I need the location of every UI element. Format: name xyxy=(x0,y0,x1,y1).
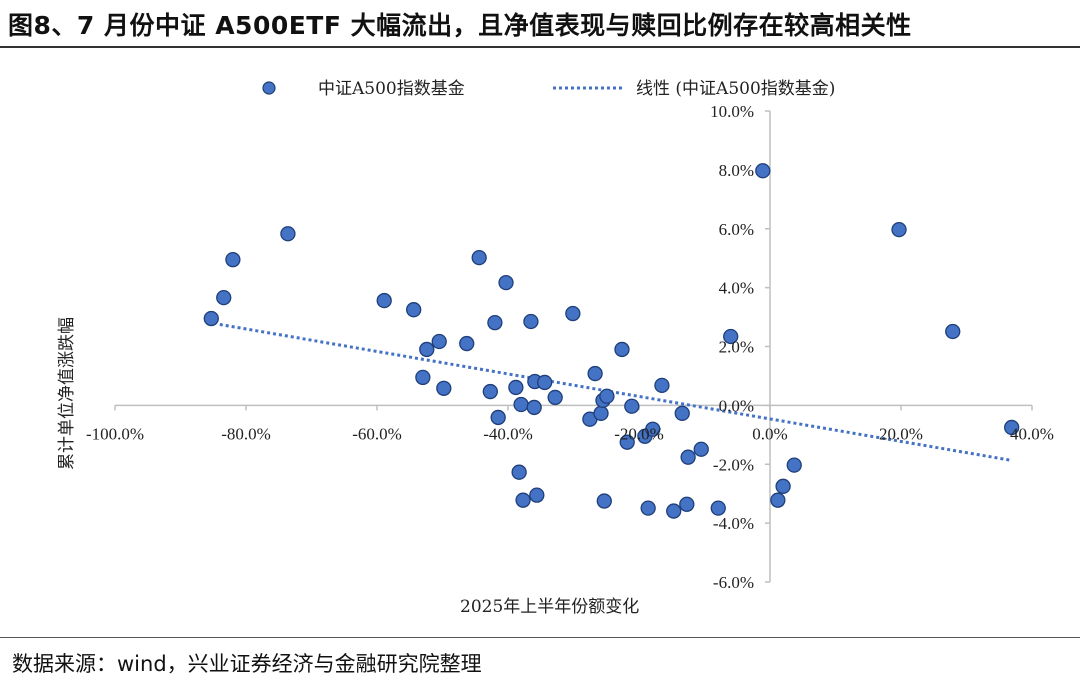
y-axis-label: 累计单位净值涨跌幅 xyxy=(57,317,77,470)
data-point xyxy=(203,310,219,327)
y-tick-label: 4.0% xyxy=(719,279,754,298)
figure-title: 图8、7 月份中证 A500ETF 大幅流出，且净值表现与赎回比例存在较高相关性 xyxy=(8,11,912,40)
trend-line xyxy=(219,322,1011,462)
data-point xyxy=(280,226,296,242)
data-point xyxy=(406,302,422,318)
data-point xyxy=(526,399,542,416)
data-point xyxy=(225,252,241,268)
data-point xyxy=(775,478,791,494)
y-tick-label: -6.0% xyxy=(713,573,754,592)
legend-label-trend: 线性 (中证A500指数基金) xyxy=(636,79,835,99)
data-point xyxy=(482,383,498,400)
data-point xyxy=(431,333,447,350)
x-tick-label: 20.0% xyxy=(879,424,923,443)
source-note: 数据来源：wind，兴业证券经济与金融研究院整理 xyxy=(12,652,482,676)
x-tick-label: 0.0% xyxy=(752,424,787,443)
data-point xyxy=(945,323,961,340)
data-point xyxy=(599,388,615,404)
y-tick-label: 0.0% xyxy=(719,396,754,415)
data-point xyxy=(596,493,612,509)
data-point xyxy=(471,249,487,266)
data-point xyxy=(487,315,503,331)
legend-label-scatter: 中证A500指数基金 xyxy=(318,79,465,99)
x-tick-label: 40.0% xyxy=(1010,424,1054,443)
y-tick-label: 6.0% xyxy=(719,220,754,239)
data-point xyxy=(770,492,786,508)
x-axis-label: 2025年上半年份额变化 xyxy=(460,597,639,617)
data-point xyxy=(614,341,630,358)
data-point xyxy=(529,487,545,503)
data-point xyxy=(523,313,539,330)
data-point xyxy=(419,341,435,358)
data-point xyxy=(376,292,392,309)
data-point xyxy=(216,289,232,306)
data-point xyxy=(547,389,563,406)
data-point xyxy=(565,305,581,322)
data-point xyxy=(680,449,696,465)
data-point xyxy=(679,496,695,512)
data-point xyxy=(1004,419,1020,436)
data-point xyxy=(587,365,603,382)
x-tick-label: -60.0% xyxy=(352,424,402,443)
data-point xyxy=(624,398,640,414)
data-point xyxy=(511,464,527,480)
y-tick-label: 8.0% xyxy=(719,161,754,180)
y-tick-label: 2.0% xyxy=(719,338,754,357)
data-point xyxy=(513,396,529,413)
data-point xyxy=(755,163,771,179)
x-tick-label: -40.0% xyxy=(483,424,533,443)
data-point xyxy=(645,421,661,437)
data-point xyxy=(490,409,506,426)
x-tick-label: -80.0% xyxy=(221,424,271,443)
data-point xyxy=(593,405,609,421)
legend: 中证A500指数基金 线性 (中证A500指数基金) xyxy=(262,79,835,99)
data-point xyxy=(537,374,553,391)
source-divider xyxy=(0,637,1080,638)
data-point xyxy=(619,434,635,450)
x-tick-label: -100.0% xyxy=(86,424,144,443)
data-point xyxy=(436,380,452,396)
data-point xyxy=(459,335,475,352)
y-tick-label: -2.0% xyxy=(713,455,754,474)
data-point xyxy=(515,492,531,508)
data-point xyxy=(693,441,709,457)
data-point xyxy=(654,377,670,394)
title-divider xyxy=(0,46,1080,48)
data-point xyxy=(891,221,907,238)
data-point xyxy=(786,457,802,473)
data-point xyxy=(710,500,726,516)
y-tick-label: 10.0% xyxy=(710,102,754,121)
y-tick-label: -4.0% xyxy=(713,514,754,533)
scatter-chart: -100.0% -80.0% -60.0% -40.0% -20.0% 0.0% 20.0%… xyxy=(57,79,1054,617)
x-tick-label: -20.0% xyxy=(614,424,664,443)
data-point xyxy=(498,274,514,291)
data-point xyxy=(666,503,682,519)
data-point xyxy=(640,500,656,516)
data-point xyxy=(415,369,431,386)
data-point xyxy=(508,379,524,396)
legend-marker-scatter xyxy=(262,81,276,95)
data-point xyxy=(674,405,690,421)
data-point xyxy=(723,328,739,345)
